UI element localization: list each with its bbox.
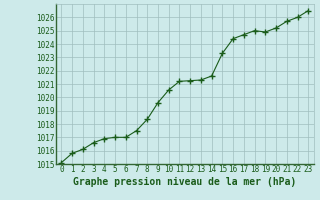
X-axis label: Graphe pression niveau de la mer (hPa): Graphe pression niveau de la mer (hPa) (73, 177, 296, 187)
